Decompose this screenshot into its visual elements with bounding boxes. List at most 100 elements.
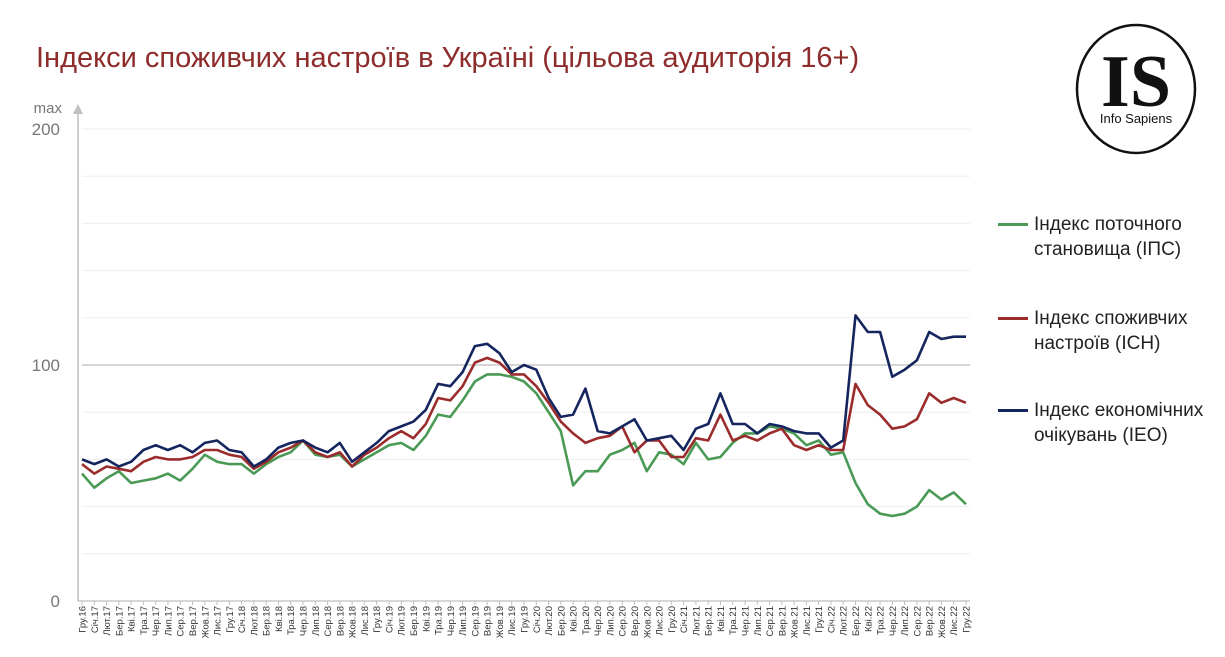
x-tick-label: Гру.17 (225, 606, 236, 633)
x-tick-label: Жов.17 (200, 606, 211, 638)
x-axis-ticks: Гру.16 Січ.17 Лют.17 Бер.17 Кві.17 Тра.17 Чер.… (78, 601, 973, 638)
logo-name: Info Sapiens (1100, 111, 1173, 126)
x-tick-label: Лис.20 (655, 606, 666, 636)
legend-label: Індекс споживчих настроїв (ІСН) (1034, 308, 1188, 354)
y-tick-label: 100 (32, 356, 60, 375)
x-tick-label: Кві.20 (569, 606, 580, 632)
x-tick-label: Жов.22 (937, 606, 948, 638)
x-tick-label: Чер.18 (299, 606, 310, 636)
x-tick-label: Кві.18 (274, 606, 285, 632)
x-tick-label: Чер.22 (888, 606, 899, 636)
x-tick-label: Січ.21 (679, 606, 690, 633)
logo-mark: IS (1101, 41, 1171, 123)
x-tick-label: Чер.19 (446, 606, 457, 636)
x-tick-label: Чер.20 (593, 606, 604, 636)
x-tick-label: Сер.20 (618, 606, 629, 637)
x-tick-label: Гру.19 (520, 606, 531, 633)
x-tick-label: Січ.22 (826, 606, 837, 633)
legend-label: Індекс поточного становища (ІПС) (1034, 214, 1182, 260)
x-tick-label: Сер.19 (470, 606, 481, 637)
x-tick-label: Бер.20 (556, 606, 567, 636)
x-tick-label: Кві.17 (127, 606, 138, 632)
x-tick-label: Січ.17 (90, 606, 101, 633)
x-tick-label: Тра.21 (728, 606, 739, 635)
x-tick-label: Лис.17 (213, 606, 224, 636)
x-tick-label: Вер.22 (925, 606, 936, 636)
x-tick-label: Бер.21 (704, 606, 715, 636)
x-tick-label: Лип.19 (458, 606, 469, 636)
x-tick-label: Бер.22 (851, 606, 862, 636)
gridlines (82, 128, 970, 555)
legend-swatch (998, 223, 1028, 226)
x-tick-label: Вер.18 (335, 606, 346, 636)
legend-swatch (998, 409, 1028, 412)
x-tick-label: Бер.18 (262, 606, 273, 636)
x-tick-label: Лис.21 (802, 606, 813, 636)
x-tick-label: Гру.21 (814, 606, 825, 633)
x-tick-label: Лип.22 (900, 606, 911, 636)
x-tick-label: Жов.18 (348, 606, 359, 638)
x-tick-label: Січ.18 (237, 606, 248, 633)
x-tick-label: Тра.20 (581, 606, 592, 635)
x-tick-label: Бер.19 (409, 606, 420, 636)
x-tick-label: Тра.19 (434, 606, 445, 635)
x-tick-label: Лип.18 (311, 606, 322, 636)
x-tick-label: Гру.20 (667, 606, 678, 633)
x-tick-label: Вер.17 (188, 606, 199, 636)
series-line-ieo (81, 314, 966, 468)
x-tick-label: Лют.22 (839, 606, 850, 636)
x-tick-label: Лип.21 (753, 606, 764, 636)
axes (73, 104, 970, 602)
x-tick-label: Кві.22 (863, 606, 874, 632)
x-tick-label: Лис.18 (360, 606, 371, 636)
chart-title: Індекси споживчих настроїв в Україні (ці… (36, 42, 860, 74)
x-tick-label: Лют.20 (544, 606, 555, 636)
x-tick-label: Жов.20 (642, 606, 653, 638)
x-tick-label: Кві.21 (716, 606, 727, 632)
series-line-ips (81, 373, 967, 518)
x-tick-label: Лют.21 (691, 606, 702, 636)
x-tick-label: Сер.22 (912, 606, 923, 637)
x-tick-label: Чер.17 (151, 606, 162, 636)
y-tick-label: 200 (32, 120, 60, 139)
x-tick-label: Вер.21 (777, 606, 788, 636)
x-tick-label: Бер.17 (114, 606, 125, 636)
x-tick-label: Вер.20 (630, 606, 641, 636)
legend-item-ips: Індекс поточного становища (ІПС) (998, 212, 1224, 262)
y-max-label: max (34, 100, 63, 117)
x-tick-label: Лют.17 (102, 606, 113, 636)
x-tick-label: Лис.19 (507, 606, 518, 636)
x-tick-label: Тра.17 (139, 606, 150, 635)
x-tick-label: Гру.16 (78, 606, 89, 633)
x-tick-label: Вер.19 (483, 606, 494, 636)
x-tick-label: Чер.21 (741, 606, 752, 636)
x-tick-label: Сер.21 (765, 606, 776, 637)
x-tick-label: Жов.21 (790, 606, 801, 638)
x-tick-label: Кві.19 (421, 606, 432, 632)
x-tick-label: Лип.17 (163, 606, 174, 636)
legend-item-ich: Індекс споживчих настроїв (ІСН) (998, 306, 1224, 356)
x-tick-label: Гру.18 (372, 606, 383, 633)
x-tick-label: Лют.19 (397, 606, 408, 636)
info-sapiens-logo: IS Info Sapiens (1075, 23, 1197, 155)
x-tick-label: Тра.22 (876, 606, 887, 635)
y-axis-arrow-icon (73, 104, 83, 114)
x-tick-label: Сер.18 (323, 606, 334, 637)
legend-label: Індекс економічних очікувань (ІЕО) (1034, 400, 1204, 446)
x-tick-label: Гру.22 (962, 606, 973, 633)
x-tick-label: Січ.20 (532, 606, 543, 633)
x-tick-label: Лип.20 (605, 606, 616, 636)
y-tick-label: 0 (51, 592, 60, 611)
x-tick-label: Лис.22 (949, 606, 960, 636)
x-tick-label: Січ.19 (384, 606, 395, 633)
y-axis-ticks: 0 100 200 max (32, 100, 63, 611)
x-tick-label: Сер.17 (176, 606, 187, 637)
x-tick-label: Лют.18 (249, 606, 260, 636)
x-tick-label: Жов.19 (495, 606, 506, 638)
legend-item-ieo: Індекс економічних очікувань (ІЕО) (998, 398, 1224, 448)
legend-swatch (998, 317, 1028, 320)
series-lines (81, 314, 967, 518)
x-tick-label: Тра.18 (286, 606, 297, 635)
series-line-ich (81, 356, 967, 475)
